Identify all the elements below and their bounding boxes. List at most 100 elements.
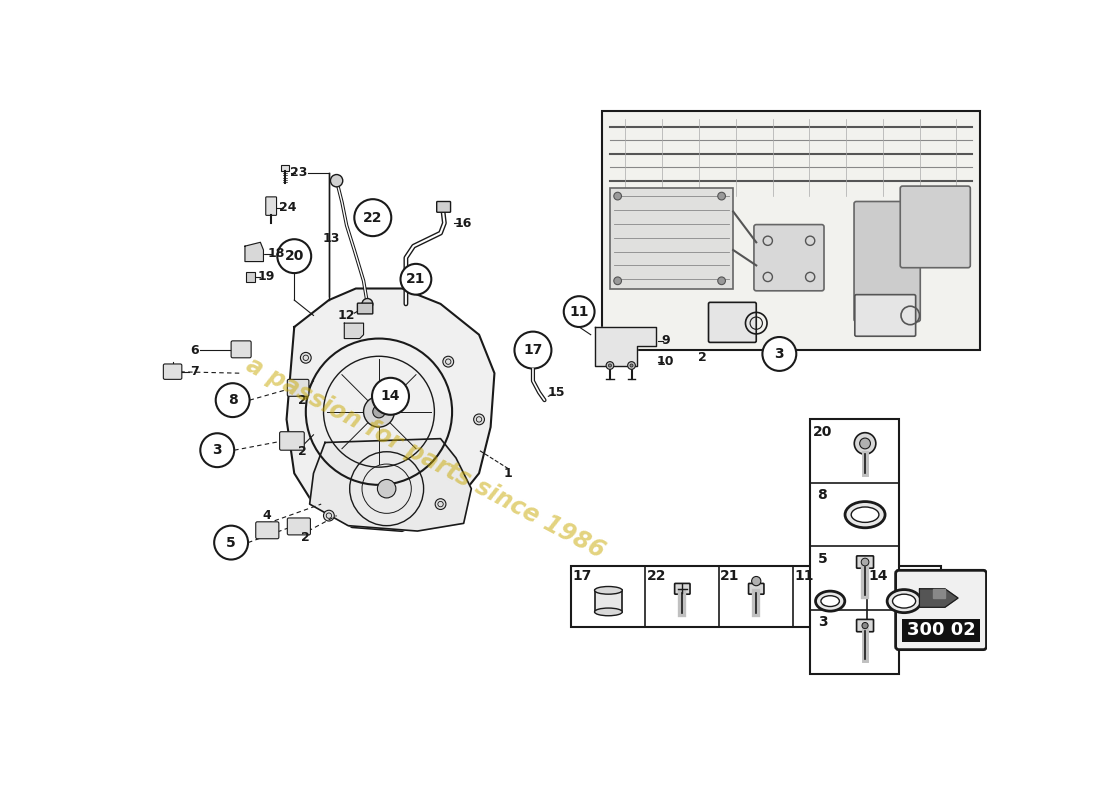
Bar (282, 166, 289, 171)
FancyBboxPatch shape (163, 364, 182, 379)
FancyBboxPatch shape (358, 303, 373, 314)
Text: 7: 7 (190, 365, 198, 378)
FancyBboxPatch shape (437, 202, 451, 212)
Circle shape (436, 498, 446, 510)
Circle shape (200, 434, 234, 467)
Circle shape (323, 510, 334, 521)
FancyBboxPatch shape (231, 341, 251, 358)
Circle shape (214, 526, 249, 559)
Circle shape (608, 364, 612, 367)
FancyBboxPatch shape (255, 522, 279, 538)
Text: 2: 2 (301, 531, 310, 545)
Text: 10: 10 (657, 355, 674, 368)
FancyBboxPatch shape (708, 302, 757, 342)
Ellipse shape (887, 590, 921, 613)
Text: 3: 3 (774, 347, 784, 361)
Polygon shape (344, 323, 363, 338)
Circle shape (751, 577, 761, 586)
Circle shape (861, 558, 869, 566)
Circle shape (717, 277, 726, 285)
FancyBboxPatch shape (279, 432, 305, 450)
FancyBboxPatch shape (266, 197, 276, 215)
Bar (609, 188, 734, 289)
FancyBboxPatch shape (754, 225, 824, 291)
Text: 13: 13 (322, 232, 340, 245)
Text: 19: 19 (257, 270, 274, 283)
Text: 3: 3 (817, 615, 827, 630)
Circle shape (515, 332, 551, 369)
Circle shape (862, 622, 868, 629)
Ellipse shape (892, 594, 915, 608)
Circle shape (277, 239, 311, 273)
Text: 15: 15 (548, 386, 564, 399)
Text: a passion for parts since 1986: a passion for parts since 1986 (242, 353, 608, 563)
Text: 1: 1 (504, 467, 513, 480)
FancyBboxPatch shape (674, 583, 690, 594)
Circle shape (630, 364, 634, 367)
Text: 9: 9 (661, 334, 670, 347)
Circle shape (443, 356, 453, 367)
Circle shape (216, 383, 250, 417)
Text: 12: 12 (338, 309, 355, 322)
Circle shape (364, 396, 395, 427)
Circle shape (362, 298, 373, 310)
Bar (572, 566, 942, 627)
Bar (603, 111, 979, 350)
Circle shape (373, 406, 385, 418)
Polygon shape (310, 438, 472, 531)
Circle shape (855, 433, 876, 454)
Text: 11: 11 (570, 305, 589, 318)
Ellipse shape (595, 586, 623, 594)
Ellipse shape (821, 596, 839, 606)
Text: 17: 17 (524, 343, 542, 357)
Polygon shape (286, 289, 495, 531)
Polygon shape (920, 589, 958, 607)
Circle shape (330, 174, 343, 187)
FancyBboxPatch shape (287, 379, 309, 396)
Text: 300 02: 300 02 (906, 622, 976, 639)
Text: 24: 24 (279, 201, 297, 214)
Circle shape (564, 296, 595, 327)
Bar (810, 419, 899, 674)
Ellipse shape (815, 591, 845, 611)
FancyBboxPatch shape (854, 202, 921, 322)
Text: 16: 16 (455, 217, 472, 230)
Text: 6: 6 (190, 344, 198, 357)
Circle shape (372, 378, 409, 414)
Text: 3: 3 (212, 443, 222, 457)
FancyBboxPatch shape (855, 294, 915, 336)
Text: 2: 2 (698, 351, 706, 364)
Circle shape (474, 414, 484, 425)
Text: 21: 21 (406, 272, 426, 286)
Ellipse shape (845, 502, 886, 528)
FancyBboxPatch shape (857, 556, 873, 568)
Text: 5: 5 (817, 552, 827, 566)
Text: 20: 20 (285, 249, 304, 263)
Circle shape (400, 264, 431, 294)
FancyBboxPatch shape (287, 518, 310, 535)
Text: 18: 18 (267, 247, 285, 260)
Text: 8: 8 (817, 488, 827, 502)
Text: 4: 4 (263, 509, 272, 522)
Text: 8: 8 (228, 393, 238, 407)
FancyBboxPatch shape (857, 619, 873, 632)
Text: 22: 22 (363, 210, 383, 225)
Circle shape (860, 438, 870, 449)
Bar (902, 619, 980, 642)
Text: 23: 23 (290, 166, 308, 179)
Circle shape (300, 353, 311, 363)
Circle shape (377, 479, 396, 498)
FancyBboxPatch shape (900, 186, 970, 268)
Circle shape (762, 337, 796, 371)
Text: 22: 22 (647, 570, 666, 583)
Polygon shape (933, 589, 945, 598)
Polygon shape (594, 327, 656, 366)
Text: 5: 5 (227, 536, 236, 550)
Text: 14: 14 (868, 570, 888, 583)
Circle shape (614, 277, 622, 285)
Bar (594, 590, 623, 612)
Text: 2: 2 (298, 446, 306, 458)
Circle shape (293, 437, 304, 448)
Circle shape (628, 362, 636, 370)
Text: 14: 14 (381, 390, 400, 403)
